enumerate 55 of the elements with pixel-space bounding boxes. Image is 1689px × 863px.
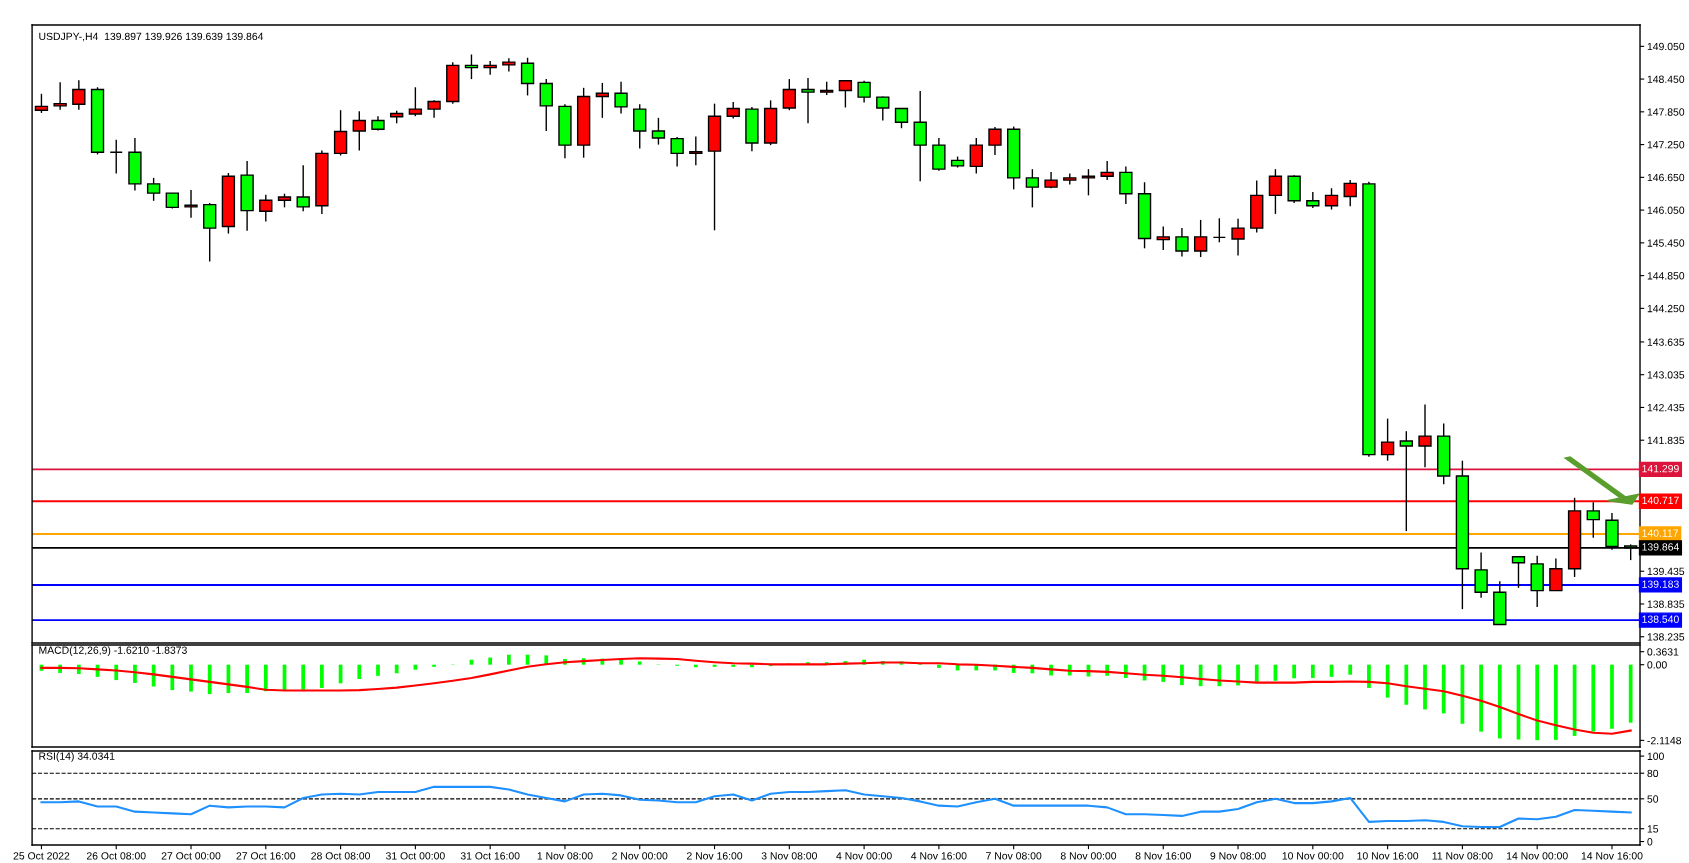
y-tick-label: 15 [1647, 825, 1659, 833]
x-tick-label: 26 Oct 08:00 [86, 852, 146, 860]
x-tick-label: 28 Oct 08:00 [311, 852, 371, 860]
y-tick-label: 0.3631 [1647, 648, 1679, 656]
ref-line-label: 141.299 [1642, 464, 1679, 473]
x-tick-label: 10 Nov 00:00 [1282, 852, 1344, 860]
y-tick-label: 146.050 [1647, 206, 1685, 214]
y-tick-label: -2.1148 [1647, 736, 1682, 745]
y-tick-label: 144.250 [1647, 304, 1685, 313]
chart-title: MACD(12,26,9) -1.6210 -1.8373 [39, 646, 187, 656]
y-tick-label: 0.00 [1647, 661, 1667, 669]
x-tick-label: 3 Nov 08:00 [761, 852, 817, 860]
x-tick-label: 2 Nov 16:00 [686, 852, 743, 860]
y-tick-label: 141.835 [1647, 436, 1685, 445]
y-tick-label: 143.635 [1647, 338, 1685, 346]
y-tick-label: 138.835 [1647, 600, 1685, 608]
ref-line-label: 140.717 [1642, 496, 1679, 505]
x-tick-label: 31 Oct 16:00 [460, 852, 520, 860]
y-tick-label: 148.450 [1647, 75, 1685, 83]
y-tick-label: 50 [1647, 795, 1659, 803]
x-tick-label: 1 Nov 08:00 [537, 852, 593, 860]
x-tick-label: 8 Nov 00:00 [1060, 852, 1117, 860]
x-tick-label: 7 Nov 08:00 [986, 852, 1042, 860]
y-tick-label: 147.850 [1647, 108, 1685, 116]
y-tick-label: 142.435 [1647, 403, 1685, 412]
x-tick-label: 14 Nov 00:00 [1507, 852, 1568, 860]
x-tick-label: 9 Nov 08:00 [1210, 852, 1266, 860]
y-tick-label: 139.435 [1647, 567, 1685, 576]
x-tick-label: 27 Oct 00:00 [161, 852, 221, 860]
chart-title: RSI(14) 34.0341 [39, 752, 115, 762]
x-tick-label: 25 Oct 2022 [13, 852, 70, 860]
y-tick-label: 100 [1647, 752, 1664, 760]
ref-line-label: 139.864 [1642, 543, 1679, 551]
x-tick-label: 27 Oct 16:00 [236, 852, 296, 860]
x-tick-label: 8 Nov 16:00 [1135, 852, 1191, 860]
y-tick-label: 145.450 [1647, 239, 1685, 247]
x-tick-label: 2 Nov 00:00 [612, 852, 668, 860]
y-tick-label: 80 [1647, 769, 1659, 778]
y-tick-label: 144.850 [1647, 272, 1685, 280]
y-tick-label: 149.050 [1647, 42, 1685, 51]
x-tick-label: 14 Nov 16:00 [1581, 852, 1643, 860]
x-tick-label: 10 Nov 16:00 [1357, 852, 1419, 860]
x-tick-label: 31 Oct 00:00 [385, 852, 445, 860]
x-tick-label: 4 Nov 00:00 [836, 852, 892, 860]
x-tick-label: 11 Nov 08:00 [1432, 852, 1493, 860]
y-tick-label: 146.650 [1647, 173, 1685, 182]
x-tick-label: 4 Nov 16:00 [911, 852, 967, 860]
ref-line-label: 138.540 [1642, 615, 1679, 623]
y-tick-label: 143.035 [1647, 371, 1685, 379]
y-tick-label: 138.235 [1647, 633, 1685, 641]
ref-line-label: 139.183 [1642, 580, 1679, 588]
y-tick-label: 147.250 [1647, 141, 1685, 149]
ref-line-label: 140.117 [1642, 529, 1678, 537]
text: USDJPY-,H4 139.897 139.926 139.639 139.864 [39, 32, 264, 42]
y-tick-label: 0 [1647, 838, 1653, 846]
